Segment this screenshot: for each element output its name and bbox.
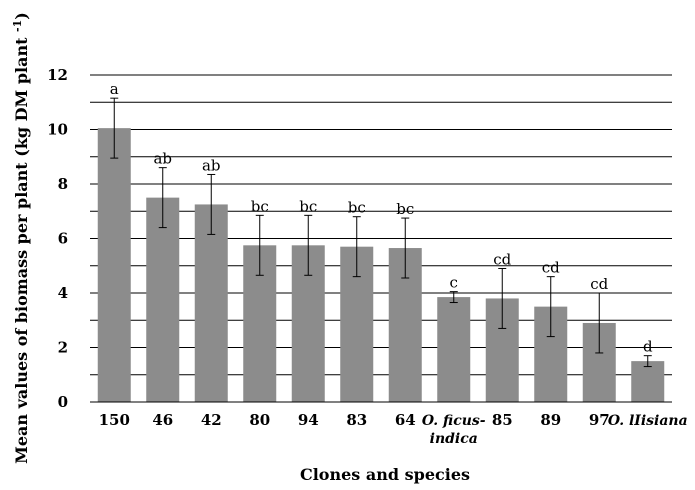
significance-label: ab — [153, 150, 172, 168]
y-tick-label: 0 — [58, 393, 68, 411]
x-category-label: O. ficus- — [422, 413, 486, 429]
significance-label: a — [110, 80, 119, 98]
significance-label: c — [450, 274, 458, 292]
x-category-label: 46 — [152, 411, 173, 429]
significance-label: ab — [202, 156, 221, 174]
x-axis-title: Clones and species — [300, 465, 470, 484]
x-category-label: O. lIisiana — [608, 413, 688, 429]
significance-label: cd — [542, 259, 560, 277]
x-category-label: 97 — [589, 411, 610, 429]
error-bars — [110, 97, 652, 368]
x-category-label: 85 — [492, 411, 513, 429]
bars — [97, 128, 665, 402]
bar — [146, 197, 180, 402]
x-category-label: 94 — [298, 411, 319, 429]
y-axis-title-sup: -1 — [11, 20, 24, 32]
x-category-label: 150 — [99, 411, 130, 429]
significance-label: bc — [396, 200, 414, 218]
y-tick-label: 10 — [47, 121, 68, 139]
x-category-label: 83 — [346, 411, 367, 429]
x-category-labels: 150 46 42 80 94 83 64 O. ficus-indica 85 89 97O. l… — [99, 411, 688, 447]
x-category-label-line2: indica — [430, 431, 478, 447]
bar — [437, 297, 471, 402]
bar — [194, 204, 228, 402]
gridlines — [90, 74, 672, 376]
x-category-label: 42 — [201, 411, 222, 429]
y-axis-title: Mean values of biomass per plant (kg DM … — [11, 12, 31, 464]
y-tick-label: 6 — [58, 230, 68, 248]
y-tick-label: 4 — [58, 284, 68, 302]
y-axis-title-main: Mean values of biomass per plant (kg DM … — [12, 32, 31, 464]
y-tick-label: 2 — [58, 339, 68, 357]
y-tick-label: 12 — [47, 66, 68, 84]
bar — [97, 128, 131, 402]
bar — [631, 361, 665, 402]
significance-label: bc — [348, 199, 366, 217]
significance-label: d — [643, 338, 653, 356]
x-category-label: 89 — [540, 411, 561, 429]
significance-labels: a ab ab bc bc bc bc c cd cd cd d — [110, 80, 653, 356]
y-axis-title-end: ) — [12, 12, 31, 20]
significance-label: bc — [299, 197, 317, 215]
significance-label: cd — [493, 250, 511, 268]
significance-label: bc — [251, 197, 269, 215]
y-tick-labels: 0 2 4 6 8 10 12 — [47, 66, 68, 411]
x-category-label: 80 — [249, 411, 270, 429]
y-tick-label: 8 — [58, 175, 68, 193]
significance-label: cd — [590, 275, 608, 293]
x-category-label: 64 — [395, 411, 416, 429]
